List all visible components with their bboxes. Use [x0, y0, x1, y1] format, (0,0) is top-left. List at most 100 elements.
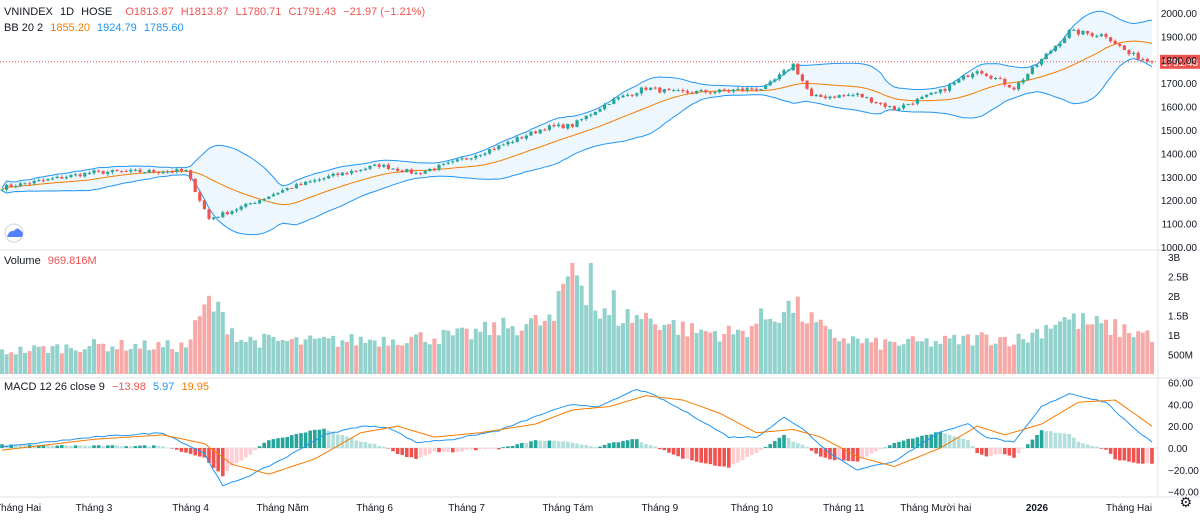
- candle[interactable]: [451, 160, 455, 165]
- volume-bar[interactable]: [653, 324, 658, 374]
- volume-bar[interactable]: [409, 336, 414, 374]
- candle[interactable]: [235, 207, 239, 213]
- macd-hist-bar[interactable]: [1012, 448, 1016, 458]
- macd-hist-bar[interactable]: [142, 445, 147, 448]
- macd-hist-bar[interactable]: [1104, 448, 1108, 450]
- volume-bar[interactable]: [846, 343, 851, 374]
- candle[interactable]: [1132, 51, 1136, 56]
- macd-hist-bar[interactable]: [796, 443, 800, 448]
- volume-bar[interactable]: [469, 339, 474, 374]
- candle[interactable]: [51, 176, 55, 181]
- macd-hist-bar[interactable]: [1095, 446, 1099, 448]
- symbol[interactable]: VNINDEX: [4, 6, 53, 18]
- macd-hist-bar[interactable]: [1145, 448, 1150, 464]
- price-pane[interactable]: [0, 10, 1158, 236]
- volume-bar[interactable]: [690, 323, 694, 374]
- volume-bar[interactable]: [667, 324, 671, 374]
- volume-bar[interactable]: [13, 354, 18, 374]
- candle[interactable]: [598, 108, 602, 113]
- candle[interactable]: [777, 72, 781, 82]
- macd-hist-bar[interactable]: [211, 448, 216, 468]
- candle[interactable]: [1145, 57, 1149, 63]
- macd-hist-bar[interactable]: [138, 445, 142, 448]
- macd-hist-bar[interactable]: [874, 448, 878, 452]
- macd-hist-bar[interactable]: [124, 446, 128, 448]
- macd-hist-bar[interactable]: [653, 446, 657, 448]
- volume-bar[interactable]: [1108, 334, 1113, 374]
- bb-upper-line[interactable]: [1, 10, 1153, 189]
- macd-hist-bar[interactable]: [253, 448, 257, 451]
- volume-bar[interactable]: [82, 349, 87, 374]
- volume-bar[interactable]: [151, 349, 156, 374]
- macd-hist-bar[interactable]: [529, 441, 533, 448]
- volume-bar[interactable]: [234, 342, 239, 374]
- macd-hist-bar[interactable]: [1021, 448, 1025, 449]
- macd-hist-bar[interactable]: [441, 448, 446, 453]
- volume-bar[interactable]: [354, 345, 359, 374]
- volume-bar[interactable]: [993, 343, 998, 374]
- macd-hist-bar[interactable]: [814, 448, 818, 454]
- candle[interactable]: [405, 168, 409, 173]
- volume-bar[interactable]: [832, 337, 837, 374]
- volume-bar[interactable]: [966, 334, 970, 374]
- candle[interactable]: [856, 92, 860, 97]
- candle[interactable]: [428, 167, 432, 172]
- volume-bar[interactable]: [823, 325, 828, 374]
- macd-hist-bar[interactable]: [639, 442, 644, 448]
- candle[interactable]: [966, 74, 970, 78]
- macd-hist-bar[interactable]: [667, 448, 671, 453]
- candle[interactable]: [299, 182, 303, 186]
- candle[interactable]: [1127, 49, 1131, 57]
- volume-bar[interactable]: [777, 322, 782, 374]
- macd-hist-bar[interactable]: [92, 445, 96, 448]
- volume-bar[interactable]: [239, 339, 244, 374]
- volume-bar[interactable]: [455, 328, 460, 374]
- volume-bar[interactable]: [699, 329, 704, 374]
- candle[interactable]: [304, 181, 308, 186]
- volume-bar[interactable]: [4, 354, 9, 374]
- volume-bar[interactable]: [64, 344, 69, 374]
- volume-bar[interactable]: [326, 338, 331, 374]
- gear-icon[interactable]: ⚙: [1179, 494, 1192, 510]
- volume-bar[interactable]: [759, 308, 763, 374]
- macd-hist-bar[interactable]: [119, 446, 124, 448]
- macd-hist-bar[interactable]: [759, 448, 763, 451]
- macd-hist-bar[interactable]: [819, 448, 823, 457]
- candle[interactable]: [74, 173, 78, 177]
- volume-bar[interactable]: [257, 347, 262, 374]
- macd-hist-bar[interactable]: [60, 445, 64, 448]
- macd-hist-bar[interactable]: [846, 448, 851, 461]
- macd-hist-bar[interactable]: [73, 445, 78, 448]
- macd-hist-bar[interactable]: [952, 436, 956, 448]
- macd-hist-bar[interactable]: [957, 437, 961, 448]
- macd-hist-bar[interactable]: [533, 440, 538, 448]
- macd-hist-bar[interactable]: [1030, 439, 1035, 448]
- macd-hist-bar[interactable]: [469, 448, 473, 450]
- macd-hist-bar[interactable]: [837, 448, 841, 460]
- volume-bar[interactable]: [460, 327, 464, 374]
- candle[interactable]: [442, 163, 446, 167]
- candle[interactable]: [552, 123, 556, 128]
- macd-hist-bar[interactable]: [1122, 448, 1127, 461]
- macd-hist-bar[interactable]: [188, 448, 193, 454]
- macd-hist-bar[interactable]: [133, 446, 138, 448]
- volume-bar[interactable]: [887, 341, 892, 374]
- volume-bar[interactable]: [446, 330, 451, 374]
- candle[interactable]: [152, 168, 156, 174]
- macd-hist-bar[interactable]: [754, 448, 759, 453]
- macd-hist-bar[interactable]: [248, 448, 253, 455]
- macd-hist-bar[interactable]: [763, 446, 768, 448]
- candle[interactable]: [557, 122, 561, 128]
- macd-hist-bar[interactable]: [736, 448, 740, 463]
- macd-hist-bar[interactable]: [1081, 443, 1085, 448]
- candle[interactable]: [1063, 35, 1067, 44]
- volume-bar[interactable]: [703, 331, 708, 374]
- volume-bar[interactable]: [515, 335, 520, 374]
- candle[interactable]: [97, 169, 101, 173]
- volume-bar[interactable]: [1062, 317, 1067, 374]
- macd-hist-bar[interactable]: [478, 448, 483, 450]
- macd-hist-bar[interactable]: [161, 446, 165, 448]
- macd-hist-bar[interactable]: [501, 447, 506, 448]
- candle[interactable]: [621, 94, 625, 98]
- macd-hist-bar[interactable]: [1113, 448, 1117, 460]
